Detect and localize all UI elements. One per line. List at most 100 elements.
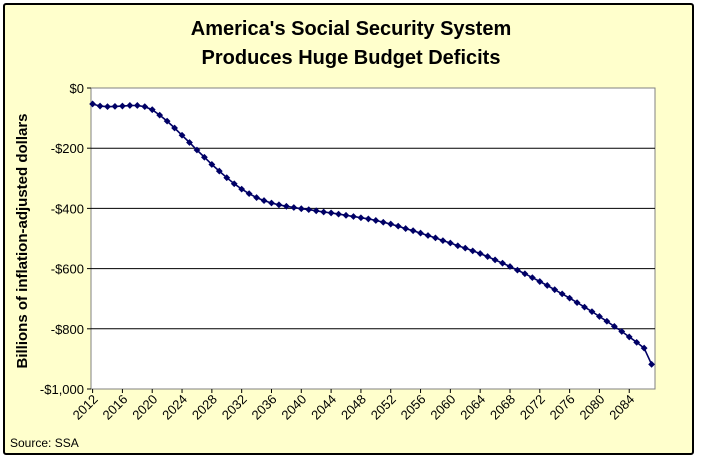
data-point: [424, 232, 432, 239]
data-point: [432, 234, 439, 242]
data-point: [409, 227, 417, 235]
data-point: [290, 204, 298, 211]
data-point: [484, 253, 492, 260]
data-point: [89, 100, 96, 108]
data-point: [648, 360, 655, 368]
data-point: [476, 250, 484, 257]
gridlines: [91, 147, 655, 330]
x-tick-label: 2076: [547, 392, 578, 423]
data-point: [163, 117, 171, 125]
data-point: [208, 161, 216, 168]
data-point: [491, 256, 499, 264]
x-tick-label: 2044: [308, 392, 339, 423]
data-point: [104, 103, 111, 111]
data-point: [201, 153, 208, 161]
x-tick-label: 2052: [368, 392, 399, 423]
source-note: Source: SSA: [10, 436, 79, 450]
data-point: [461, 244, 469, 252]
data-point: [327, 209, 335, 217]
data-point: [297, 205, 305, 213]
data-point: [402, 225, 410, 232]
y-axis-ticks: $0 -$200 -$400 -$600 -$800 -$1,000: [40, 81, 91, 397]
y-axis-label: Billions of inflation-adjusted dollars: [14, 113, 31, 368]
data-point: [268, 199, 275, 207]
data-point: [506, 263, 514, 270]
data-point: [543, 282, 551, 289]
data-point: [379, 218, 387, 226]
data-point: [320, 208, 328, 216]
data-point: [357, 214, 365, 222]
x-axis-ticks: 2012201620202024202820322036204020442048…: [70, 389, 637, 423]
data-point: [417, 229, 424, 237]
data-point: [499, 259, 506, 267]
series-line: [92, 103, 653, 365]
series-social-security-deficit: [89, 100, 655, 368]
x-tick-label: 2048: [338, 392, 369, 423]
x-tick-label: 2060: [427, 392, 458, 423]
data-series: [89, 100, 655, 368]
chart-title-line-2: Produces Huge Budget Deficits: [202, 47, 501, 69]
data-point: [335, 210, 342, 218]
y-tick-label: $0: [70, 81, 84, 96]
data-point: [566, 294, 574, 302]
data-point: [215, 167, 223, 175]
data-point: [588, 308, 596, 316]
data-point: [245, 190, 253, 198]
data-point: [238, 185, 246, 193]
data-point: [186, 139, 193, 146]
data-point: [454, 242, 462, 250]
data-point: [126, 102, 134, 109]
data-point: [372, 217, 380, 224]
data-point: [364, 215, 372, 223]
x-tick-label: 2084: [606, 392, 637, 423]
data-point: [610, 322, 618, 330]
data-point: [119, 102, 126, 110]
data-point: [193, 146, 201, 154]
x-tick-label: 2080: [576, 392, 607, 423]
data-point: [141, 103, 149, 111]
data-point: [528, 274, 536, 282]
data-point: [133, 102, 141, 109]
data-point: [342, 211, 350, 219]
data-point: [633, 338, 641, 346]
data-point: [253, 194, 260, 201]
data-point: [536, 278, 544, 285]
data-point: [305, 206, 313, 214]
x-tick-label: 2020: [129, 392, 160, 423]
x-tick-label: 2024: [159, 392, 190, 423]
data-point: [573, 299, 581, 307]
y-tick-label: -$200: [51, 141, 84, 156]
data-point: [469, 247, 477, 255]
data-point: [350, 213, 357, 220]
data-point: [230, 180, 238, 188]
y-tick-label: -$800: [51, 322, 84, 337]
x-tick-label: 2072: [517, 392, 548, 423]
x-tick-label: 2032: [219, 392, 250, 423]
data-point: [171, 124, 178, 132]
data-point: [603, 317, 611, 325]
x-tick-label: 2068: [487, 392, 518, 423]
data-point: [514, 266, 521, 274]
data-point: [439, 237, 447, 245]
data-point: [96, 102, 104, 110]
x-tick-label: 2028: [189, 392, 220, 423]
x-tick-label: 2040: [278, 392, 309, 423]
data-point: [387, 220, 395, 228]
y-tick-label: -$600: [51, 262, 84, 277]
chart-title-line-1: America's Social Security System: [191, 18, 511, 40]
data-point: [551, 286, 559, 294]
x-tick-label: 2036: [249, 392, 280, 423]
data-point: [148, 106, 156, 114]
data-point: [223, 174, 231, 182]
data-point: [156, 111, 164, 119]
plot-area: [90, 87, 656, 390]
data-point: [446, 239, 454, 247]
data-point: [282, 202, 290, 210]
y-tick-label: -$400: [51, 201, 84, 216]
data-point: [394, 222, 402, 230]
data-point: [521, 270, 529, 278]
data-point: [312, 207, 320, 215]
data-point: [111, 102, 119, 110]
data-point: [178, 131, 186, 139]
